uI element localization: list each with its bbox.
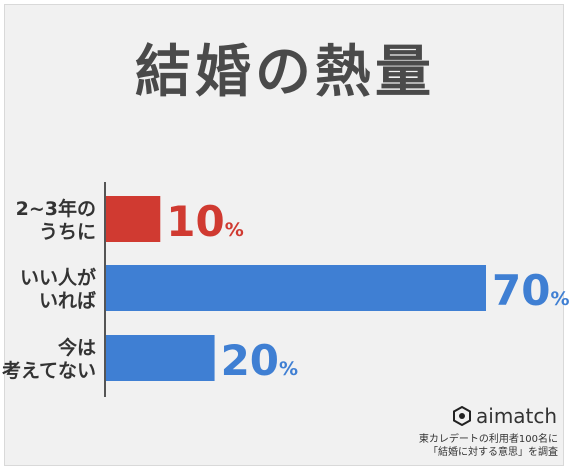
source-note-line-1: 東カレデートの利用者100名に xyxy=(418,434,558,445)
aimatch-logo-icon xyxy=(453,406,471,426)
brand-logo: aimatch xyxy=(452,404,557,428)
source-note: 東カレデートの利用者100名に 「結婚に対する意思」を調査 xyxy=(419,433,558,459)
value-label-3: 20% xyxy=(221,336,298,385)
category-label-3: 今は考えてない xyxy=(2,336,96,382)
value-label-1: 10% xyxy=(166,197,244,246)
brand-name: aimatch xyxy=(476,404,558,428)
value-label-2: 70% xyxy=(492,266,570,315)
source-note-line-2: 「結婚に対する意思」を調査 xyxy=(428,447,558,458)
bar-2 xyxy=(106,265,486,311)
category-label-2: いい人がいれば xyxy=(20,266,96,312)
category-label-1: 2~3年のうちに xyxy=(16,197,96,243)
bar-3 xyxy=(106,335,215,381)
chart-card: 結婚の熱量 xyxy=(4,4,564,466)
chart-title: 結婚の熱量 xyxy=(135,40,435,105)
bar-1 xyxy=(106,196,161,242)
